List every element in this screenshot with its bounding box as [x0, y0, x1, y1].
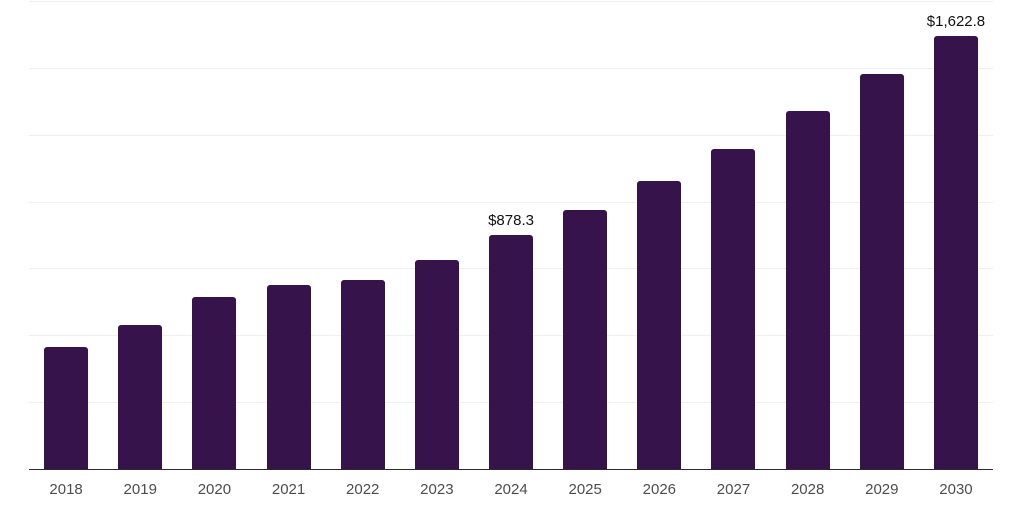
data-label-2030: $1,622.8 — [926, 13, 986, 30]
x-tick-2029: 2029 — [865, 481, 899, 498]
bar-2021 — [266, 284, 311, 470]
x-axis-line — [29, 468, 993, 470]
bar-column-2023 — [400, 0, 474, 470]
x-tick-2021: 2021 — [271, 481, 306, 498]
gridline-1000 — [29, 201, 993, 203]
data-label-2024: $878.3 — [488, 212, 534, 230]
bar-column-2030: $1,622.8 — [919, 0, 993, 470]
bar-column-2018 — [29, 0, 103, 470]
bar-2019 — [118, 325, 163, 470]
bar-2027 — [711, 149, 756, 470]
bar-column-2027 — [696, 0, 770, 470]
gridline-1500 — [29, 67, 993, 69]
bar-column-2026 — [622, 0, 696, 470]
bar-2030 — [933, 36, 978, 470]
bar-2023 — [414, 260, 459, 470]
plot-area: $878.3 $1,622.8 — [29, 0, 993, 470]
bar-column-2025 — [548, 0, 622, 470]
bar-2026 — [637, 181, 682, 470]
bar-2022 — [340, 279, 385, 470]
gridline-1250 — [29, 134, 993, 136]
bar-column-2021 — [251, 0, 325, 470]
bars-layer: $878.3 $1,622.8 — [29, 0, 993, 470]
bar-2025 — [563, 210, 608, 470]
bar-2020 — [192, 297, 237, 470]
x-tick-2030: 2030 — [939, 481, 973, 498]
x-tick-2022: 2022 — [346, 481, 380, 498]
x-tick-2028: 2028 — [790, 481, 825, 498]
bar-column-2019 — [103, 0, 177, 470]
bar-2024 — [489, 235, 534, 470]
bar-2028 — [785, 110, 830, 470]
bar-2018 — [44, 347, 89, 470]
bar-column-2022 — [326, 0, 400, 470]
bar-column-2029 — [845, 0, 919, 470]
bar-column-2028 — [771, 0, 845, 470]
x-tick-2025: 2025 — [568, 481, 602, 498]
bar-2029 — [859, 73, 904, 470]
x-tick-2026: 2026 — [642, 481, 677, 498]
x-tick-2027: 2027 — [716, 481, 751, 498]
gridline-1750 — [29, 1, 993, 2]
x-tick-2019: 2019 — [123, 481, 157, 498]
x-tick-2020: 2020 — [197, 481, 232, 498]
bar-column-2020 — [177, 0, 251, 470]
x-axis-tick-labels: 2018 2019 2020 2021 2022 2023 2024 2025 2026 2027… — [29, 482, 993, 497]
x-tick-2023: 2023 — [420, 481, 454, 498]
x-tick-2018: 2018 — [49, 481, 83, 498]
x-tick-2024: 2024 — [494, 481, 528, 498]
bar-column-2024: $878.3 — [474, 0, 548, 470]
